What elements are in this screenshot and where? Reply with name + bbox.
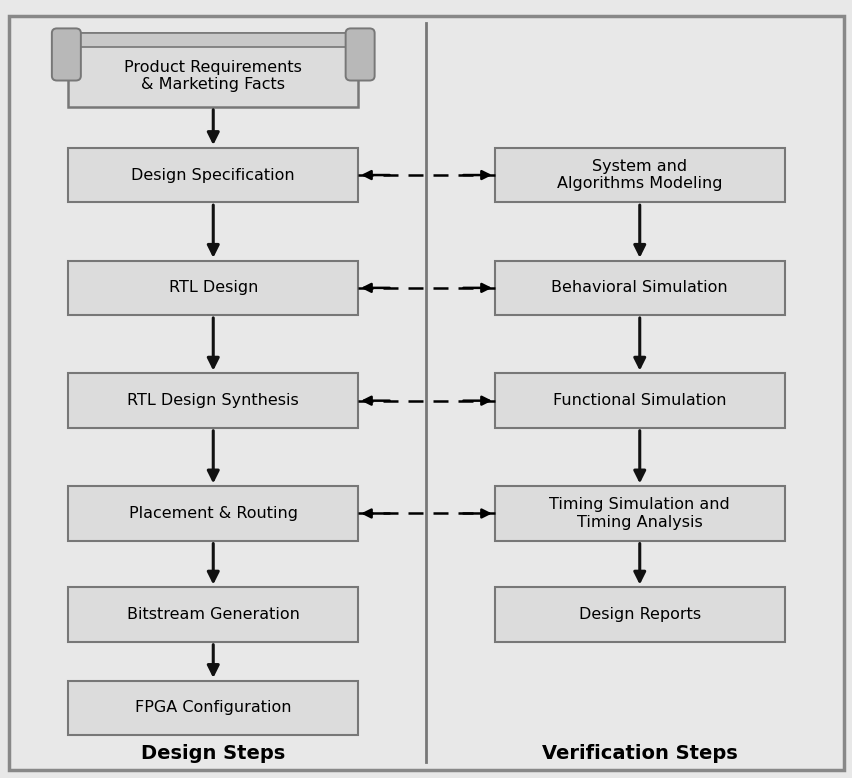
FancyBboxPatch shape [494,148,784,202]
Text: Behavioral Simulation: Behavioral Simulation [550,280,728,296]
Text: Design Steps: Design Steps [141,744,285,762]
FancyBboxPatch shape [68,33,358,47]
FancyBboxPatch shape [68,373,358,428]
FancyBboxPatch shape [68,261,358,315]
FancyBboxPatch shape [494,486,784,541]
FancyBboxPatch shape [68,33,358,107]
FancyBboxPatch shape [494,587,784,642]
FancyBboxPatch shape [345,28,374,81]
Text: Product Requirements
& Marketing Facts: Product Requirements & Marketing Facts [124,60,302,93]
Text: Timing Simulation and
Timing Analysis: Timing Simulation and Timing Analysis [549,497,729,530]
Text: Design Specification: Design Specification [131,167,295,183]
FancyBboxPatch shape [68,148,358,202]
Text: Bitstream Generation: Bitstream Generation [127,607,299,622]
FancyBboxPatch shape [68,486,358,541]
Text: Functional Simulation: Functional Simulation [552,393,726,408]
Text: Design Reports: Design Reports [578,607,700,622]
Text: FPGA Configuration: FPGA Configuration [135,700,291,716]
Text: RTL Design: RTL Design [169,280,257,296]
Text: Verification Steps: Verification Steps [541,744,737,762]
FancyBboxPatch shape [68,681,358,735]
FancyBboxPatch shape [494,373,784,428]
FancyBboxPatch shape [52,28,81,81]
Text: System and
Algorithms Modeling: System and Algorithms Modeling [556,159,722,191]
Text: Placement & Routing: Placement & Routing [129,506,297,521]
FancyBboxPatch shape [494,261,784,315]
Text: RTL Design Synthesis: RTL Design Synthesis [127,393,299,408]
FancyBboxPatch shape [68,587,358,642]
